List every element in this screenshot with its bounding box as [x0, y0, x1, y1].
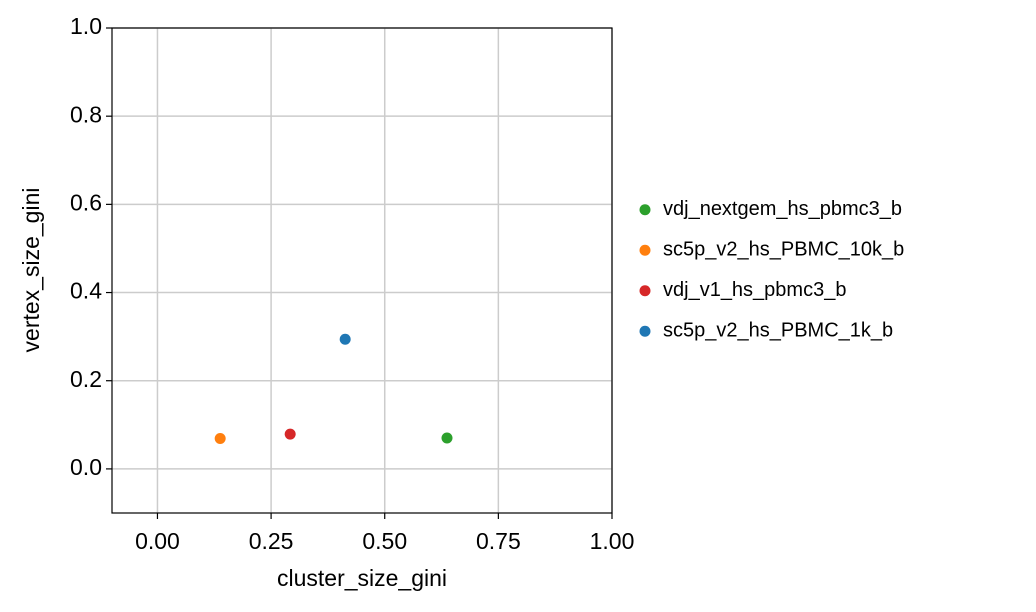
legend-marker	[639, 244, 651, 256]
legend-marker	[639, 285, 651, 297]
y-tick-label: 0.6	[70, 189, 102, 215]
y-tick-label: 1.0	[70, 13, 102, 39]
x-tick-label: 0.50	[362, 528, 407, 554]
legend-marker	[639, 325, 651, 337]
legend-marker	[639, 204, 651, 216]
y-tick-label: 0.2	[70, 366, 102, 392]
point	[284, 428, 296, 440]
point	[441, 432, 453, 444]
x-tick-label: 0.25	[249, 528, 294, 554]
legend-label: vdj_nextgem_hs_pbmc3_b	[663, 198, 902, 220]
x-tick-label: 0.00	[135, 528, 180, 554]
plot-frame	[111, 27, 613, 514]
legend-label: vdj_v1_hs_pbmc3_b	[663, 279, 846, 301]
x-tick-label: 1.00	[590, 528, 635, 554]
legend-label: sc5p_v2_hs_PBMC_1k_b	[663, 320, 893, 342]
x-tick-label: 0.75	[476, 528, 521, 554]
y-tick-label: 0.0	[70, 454, 102, 480]
y-tick-label: 0.4	[70, 278, 102, 304]
x-axis-label: cluster_size_gini	[277, 565, 447, 591]
y-tick-label: 0.8	[70, 101, 102, 127]
point	[339, 333, 351, 345]
y-axis-label: vertex_size_gini	[18, 188, 44, 353]
point	[214, 432, 226, 444]
legend-label: sc5p_v2_hs_PBMC_10k_b	[663, 239, 904, 261]
